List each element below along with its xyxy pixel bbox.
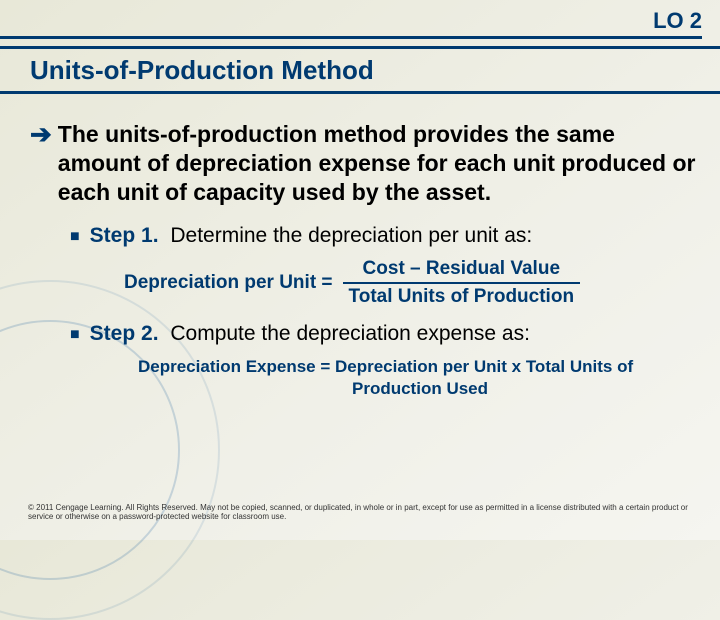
formula1-lhs: Depreciation per Unit =	[124, 272, 333, 294]
learning-objective-bar: LO 2	[0, 8, 720, 39]
content-area: ➔ The units-of-production method provide…	[30, 120, 700, 400]
square-bullet-icon: ■	[70, 326, 80, 344]
step1-formula: Depreciation per Unit = Cost – Residual …	[124, 258, 700, 308]
step2-block: ■ Step 2. Compute the depreciation expen…	[70, 322, 700, 400]
step1-desc: Determine the depreciation per unit as:	[165, 224, 533, 247]
main-prefix: The	[58, 121, 105, 147]
square-bullet-icon: ■	[70, 228, 80, 246]
step1-block: ■ Step 1. Determine the depreciation per…	[70, 224, 700, 308]
formula2-line2: Production Used	[352, 378, 700, 400]
formula2-line1: Depreciation Expense = Depreciation per …	[138, 356, 700, 378]
step1-label: Step 1.	[90, 224, 159, 247]
formula1-numerator: Cost – Residual Value	[357, 258, 566, 282]
main-point: ➔ The units-of-production method provide…	[30, 120, 700, 206]
copyright-footer: © 2011 Cengage Learning. All Rights Rese…	[28, 503, 700, 522]
step1-row: ■ Step 1. Determine the depreciation per…	[70, 224, 700, 248]
lo-label: LO 2	[0, 8, 702, 39]
slide-title: Units-of-Production Method	[30, 55, 374, 86]
formula1-denominator: Total Units of Production	[343, 282, 581, 308]
step2-label: Step 2.	[90, 322, 159, 345]
arrow-icon: ➔	[30, 120, 52, 149]
main-text: The units-of-production method provides …	[58, 120, 700, 206]
step2-formula: Depreciation Expense = Depreciation per …	[138, 356, 700, 400]
step2-desc: Compute the depreciation expense as:	[165, 322, 530, 345]
step2-row: ■ Step 2. Compute the depreciation expen…	[70, 322, 700, 346]
main-bold-term: units-of-production method	[105, 121, 407, 147]
title-band: Units-of-Production Method	[0, 46, 720, 94]
formula1-fraction: Cost – Residual Value Total Units of Pro…	[343, 258, 581, 308]
